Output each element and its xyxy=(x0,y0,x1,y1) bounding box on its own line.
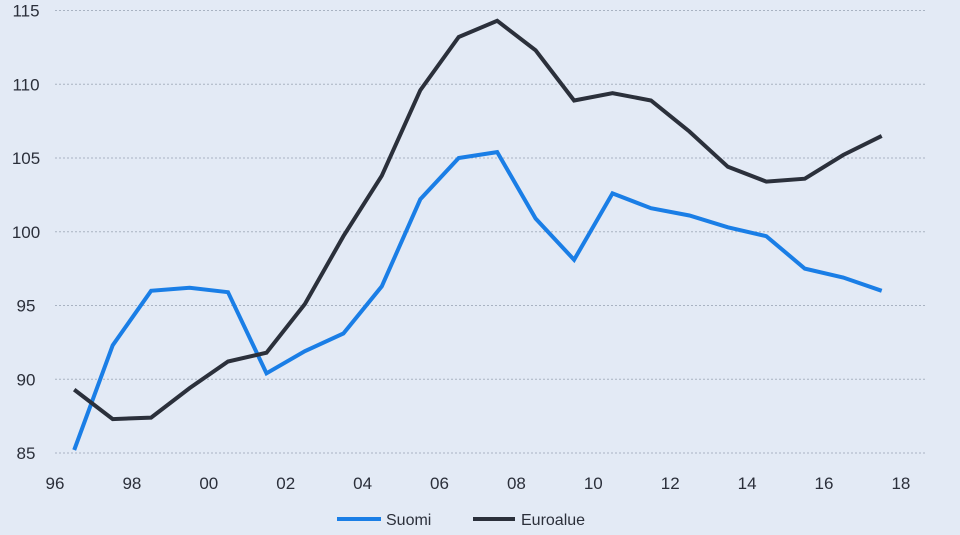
legend-item: Suomi xyxy=(337,512,431,529)
x-tick-label: 02 xyxy=(276,474,295,493)
legend: Suomi Euroalue xyxy=(337,512,585,529)
x-tick-label: 08 xyxy=(507,474,526,493)
x-tick-label: 96 xyxy=(46,474,65,493)
x-tick-label: 14 xyxy=(738,474,757,493)
x-tick-label: 04 xyxy=(353,474,372,493)
y-tick-label: 110 xyxy=(12,75,39,94)
legend-label: Suomi xyxy=(386,512,431,529)
x-tick-label: 98 xyxy=(122,474,141,493)
y-tick-label: 100 xyxy=(12,223,40,242)
y-tick-label: 90 xyxy=(17,370,36,389)
gridlines xyxy=(55,10,925,454)
y-axis-ticks: 85 90 95 100 105 110 115 xyxy=(12,2,40,464)
series-line-suomi xyxy=(72,149,883,451)
series-line-euroalue xyxy=(72,18,883,422)
x-tick-label: 00 xyxy=(199,474,218,493)
x-tick-label: 12 xyxy=(661,474,680,493)
y-tick-label: 115 xyxy=(12,2,39,21)
y-tick-label: 85 xyxy=(17,444,36,463)
legend-item: Euroalue xyxy=(473,512,585,529)
series-lines xyxy=(72,18,883,451)
x-axis-ticks: 96 98 00 02 04 06 08 10 12 14 16 18 xyxy=(46,474,911,493)
y-tick-label: 105 xyxy=(12,149,40,168)
x-tick-label: 18 xyxy=(891,474,910,493)
x-tick-label: 06 xyxy=(430,474,449,493)
legend-label: Euroalue xyxy=(521,512,585,529)
x-tick-label: 16 xyxy=(815,474,834,493)
y-tick-label: 95 xyxy=(17,297,36,316)
x-tick-label: 10 xyxy=(584,474,603,493)
